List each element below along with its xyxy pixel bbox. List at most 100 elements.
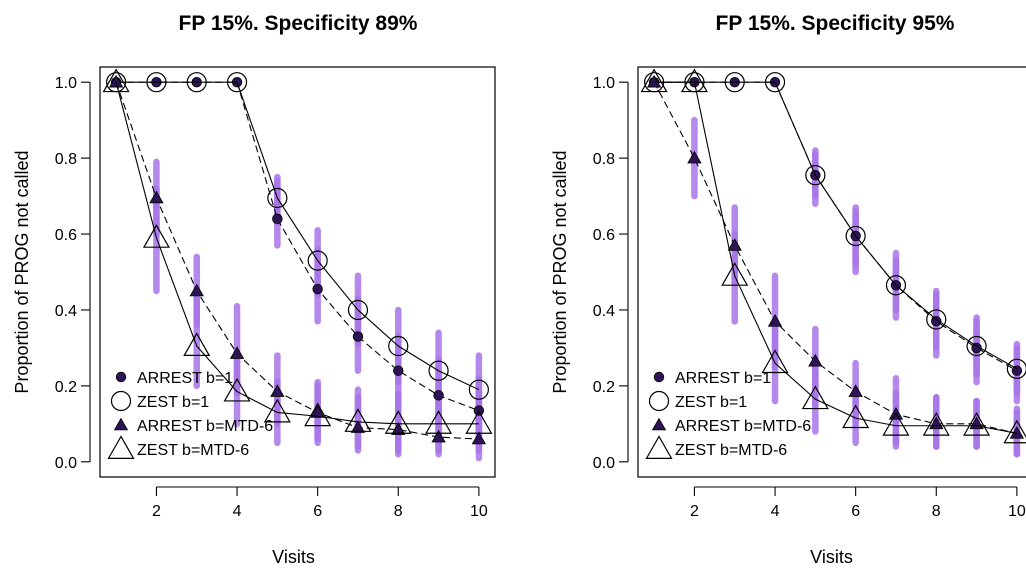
legend: ARREST b=1 ZEST b=1 ARREST b=MTD-6 ZEST b=M…	[645, 370, 811, 459]
y-tick-label: 1.0	[593, 75, 615, 92]
y-tick-label: 0.2	[55, 379, 77, 396]
series-3	[646, 74, 1025, 439]
chart-title: FP 15%. Specificity 89%	[179, 12, 418, 35]
data-point	[721, 262, 749, 286]
y-tick-label: 0.6	[593, 227, 615, 244]
data-point	[433, 390, 444, 401]
x-tick-label: 6	[851, 503, 860, 520]
data-point	[687, 150, 702, 164]
data-point	[312, 283, 323, 295]
legend-label: ZEST b=1	[675, 394, 747, 411]
series-1	[648, 76, 1023, 376]
data-point	[640, 68, 668, 93]
data-point	[142, 224, 170, 248]
legend-item: ARREST b=MTD-6	[113, 417, 273, 435]
x-axis-label: Visits	[272, 547, 315, 567]
y-tick-label: 0.0	[55, 455, 77, 472]
data-point	[431, 429, 446, 443]
series-line	[654, 81, 1017, 434]
data-point	[929, 416, 944, 430]
series-2	[106, 72, 489, 400]
y-axis-label: Proportion of PROG not called	[550, 150, 570, 393]
legend-label: ARREST b=1	[137, 370, 233, 387]
data-point	[680, 68, 708, 93]
data-point	[347, 299, 369, 321]
legend-item: ZEST b=1	[110, 390, 209, 412]
data-point	[270, 384, 285, 397]
chart-panel-2: FP 15%. Specificity 95% 2 4 6 8 10 Visits 0.0 0.…	[550, 12, 1026, 567]
data-point	[149, 190, 164, 204]
series-4	[640, 68, 1026, 444]
x-tick-label: 10	[1008, 503, 1026, 520]
y-tick-label: 1.0	[55, 75, 77, 92]
legend-marker	[110, 390, 132, 412]
data-point	[882, 412, 910, 436]
x-tick-label: 6	[313, 503, 322, 520]
data-point	[468, 379, 489, 400]
data-point	[384, 410, 412, 434]
data-point	[229, 346, 245, 359]
data-point	[801, 385, 829, 410]
data-point	[223, 377, 251, 402]
data-point	[344, 408, 372, 432]
series-line	[115, 82, 479, 440]
data-point	[108, 74, 124, 88]
y-tick-label: 0.4	[593, 303, 615, 320]
data-point	[471, 431, 487, 445]
plot-frame	[637, 66, 1026, 478]
data-point	[1003, 419, 1026, 444]
legend: ARREST b=1 ZEST b=1 ARREST b=MTD-6 ZEST b=M…	[107, 370, 273, 459]
data-point	[226, 72, 248, 93]
y-tick-label: 0.8	[593, 151, 615, 168]
data-point	[805, 165, 826, 186]
data-point	[388, 335, 409, 357]
legend-label: ZEST b=MTD-6	[137, 442, 249, 459]
data-point	[922, 412, 950, 436]
x-tick-label: 8	[394, 503, 403, 520]
data-point	[845, 225, 866, 247]
data-point	[848, 384, 863, 397]
legend-item: ZEST b=MTD-6	[645, 435, 787, 459]
data-point	[263, 398, 291, 423]
data-point	[767, 314, 783, 327]
legend-item: ZEST b=MTD-6	[107, 435, 249, 459]
data-point	[272, 213, 283, 225]
legend-label: ARREST b=1	[675, 370, 771, 387]
data-point	[1011, 365, 1023, 376]
data-point	[146, 72, 167, 93]
data-point	[393, 365, 404, 376]
series-line	[654, 81, 1018, 370]
data-point	[963, 412, 991, 436]
data-point	[764, 72, 786, 93]
y-tick-label: 0.6	[55, 227, 77, 244]
data-point	[310, 405, 325, 418]
legend-marker	[107, 435, 135, 459]
data-point	[727, 238, 742, 251]
series-4	[102, 68, 493, 434]
x-tick-label: 4	[771, 503, 780, 520]
y-tick-label: 0.2	[593, 379, 615, 396]
y-tick-label: 0.4	[55, 303, 77, 320]
series-line	[116, 81, 480, 391]
data-point	[189, 283, 204, 297]
data-point	[761, 349, 789, 374]
x-tick-label: 4	[233, 503, 242, 520]
legend-marker	[113, 417, 129, 431]
legend-marker	[115, 371, 127, 383]
legend-marker	[645, 435, 673, 459]
series-3	[108, 74, 487, 445]
data-point	[186, 72, 207, 93]
data-point	[102, 68, 130, 93]
data-point	[966, 335, 987, 357]
data-point	[926, 309, 947, 330]
legend-marker	[653, 371, 665, 383]
series-line	[654, 81, 1018, 372]
data-point	[267, 187, 288, 209]
data-point	[350, 420, 366, 433]
data-point	[1006, 358, 1026, 379]
legend-marker	[648, 390, 670, 412]
data-point	[183, 332, 211, 357]
y-tick-label: 0.0	[593, 455, 615, 472]
data-point	[724, 72, 745, 93]
